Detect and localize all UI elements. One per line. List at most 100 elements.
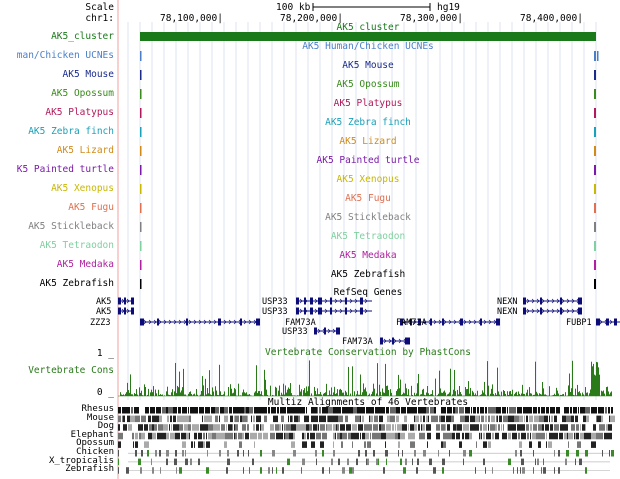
species-track-label[interactable]: AK5 Mouse (62, 69, 114, 80)
alignment-block (426, 407, 429, 414)
conservation-bar (448, 393, 449, 396)
alignment-block (152, 467, 154, 474)
conservation-track-label[interactable]: Vertebrate Cons (28, 365, 114, 376)
species-track-label[interactable]: K5 Painted turtle (16, 164, 114, 175)
strand-arrow (299, 308, 303, 314)
strand-arrow (566, 298, 570, 304)
species-track-label[interactable]: AK5 Medaka (56, 259, 114, 270)
alignment-block (256, 424, 259, 431)
conservation-bar (148, 388, 149, 396)
alignment-block (602, 424, 605, 431)
alignment-block (480, 432, 481, 440)
conservation-bar (450, 368, 451, 396)
strand-arrow (327, 328, 331, 334)
gene-label-usp33[interactable]: USP33 (282, 327, 308, 337)
species-track-label[interactable]: AK5 Xenopus (51, 183, 114, 194)
conservation-bar (608, 391, 609, 396)
gene-label-fam73a[interactable]: FAM73A (285, 318, 316, 328)
alignment-block (118, 441, 121, 448)
strand-arrow (526, 308, 530, 314)
cluster-track-label[interactable]: AK5_cluster (51, 31, 114, 42)
alignment-block (255, 432, 257, 440)
strand-arrow (299, 298, 303, 304)
alignment-block (576, 432, 579, 440)
multiz-species-label[interactable]: Rhesus (81, 404, 114, 414)
alignment-block (566, 424, 568, 431)
multiz-species-label[interactable]: Opossum (76, 438, 114, 449)
tick-label: 78,200,000| (280, 13, 343, 24)
multiz-species-label[interactable]: Chicken (76, 447, 114, 457)
species-track-label[interactable]: AK5 Lizard (56, 145, 114, 156)
element-right (594, 127, 596, 137)
conservation-bar (234, 388, 235, 396)
chrom-label: chr1: (85, 13, 114, 24)
alignment-block (160, 467, 161, 474)
alignment-block (132, 432, 134, 440)
alignment-block (576, 450, 579, 457)
alignment-block (408, 432, 412, 440)
gene-label-ak5[interactable]: AK5 (96, 297, 112, 307)
multiz-species-label[interactable]: Elephant (70, 429, 114, 440)
gene-label-ak5[interactable]: AK5 (96, 307, 112, 317)
alignment-block (573, 407, 577, 414)
alignment-block (242, 424, 243, 431)
alignment-block (342, 407, 345, 414)
alignment-block (258, 432, 262, 440)
species-track-label[interactable]: AK5 Zebrafish (39, 278, 114, 289)
alignment-block (448, 432, 452, 440)
species-track-label[interactable]: AK5 Tetraodon (39, 240, 114, 251)
gene-label-usp33[interactable]: USP33 (262, 297, 288, 307)
alignment-block (543, 467, 546, 474)
gene-label-usp33[interactable]: USP33 (262, 307, 288, 317)
gene-label-zzz3[interactable]: ZZZ3 (90, 318, 111, 328)
alignment-block (582, 424, 585, 431)
alignment-block (508, 458, 511, 466)
alignment-block (608, 407, 610, 414)
species-track-label[interactable]: AK5 Opossum (51, 88, 114, 99)
element-right (594, 260, 596, 270)
conservation-bar (539, 393, 540, 396)
gene-label-fam73a[interactable]: FAM73A (396, 318, 427, 328)
conservation-bar (230, 384, 231, 396)
gene-exon (318, 297, 322, 305)
conservation-bar (191, 393, 192, 396)
element-left (140, 165, 142, 175)
alignment-block (508, 424, 513, 431)
conservation-bar (577, 384, 578, 396)
species-track-label[interactable]: AK5 Fugu (68, 202, 114, 213)
species-track-label[interactable]: AK5 Stickleback (28, 221, 114, 232)
alignment-block (118, 458, 119, 466)
conservation-bar (259, 390, 260, 396)
multiz-species-label[interactable]: Mouse (86, 412, 114, 423)
gene-label-fubp1[interactable]: FUBP1 (566, 318, 592, 328)
conservation-bar (172, 389, 173, 396)
species-track-label[interactable]: AK5 Platypus (45, 107, 114, 118)
alignment-block (298, 415, 300, 423)
conservation-bar (189, 392, 190, 396)
alignment-block (250, 432, 255, 440)
conservation-bar (494, 395, 495, 396)
alignment-block (379, 415, 383, 423)
species-track-label[interactable]: AK5 Zebra finch (28, 126, 114, 137)
gene-label-nexn[interactable]: NEXN (497, 307, 518, 317)
species-track-label[interactable]: man/Chicken UCNEs (16, 50, 114, 61)
alignment-block (459, 441, 462, 448)
conservation-bar (499, 394, 500, 396)
alignment-block (322, 467, 324, 474)
gene-label-nexn[interactable]: NEXN (497, 297, 518, 307)
conservation-max-label: 1 _ (96, 348, 114, 359)
gene-label-fam73a[interactable]: FAM73A (342, 337, 373, 347)
alignment-block (316, 432, 321, 440)
alignment-block (550, 424, 553, 431)
alignment-block (155, 415, 159, 423)
alignment-block (394, 415, 395, 423)
alignment-block (571, 424, 575, 431)
multiz-species-label[interactable]: X_tropicalis (48, 455, 114, 466)
conservation-bar (405, 383, 406, 396)
alignment-block (128, 407, 130, 414)
alignment-block (360, 415, 361, 423)
multiz-species-label[interactable]: Zebrafish (65, 464, 114, 475)
multiz-species-label[interactable]: Dog (97, 421, 114, 432)
